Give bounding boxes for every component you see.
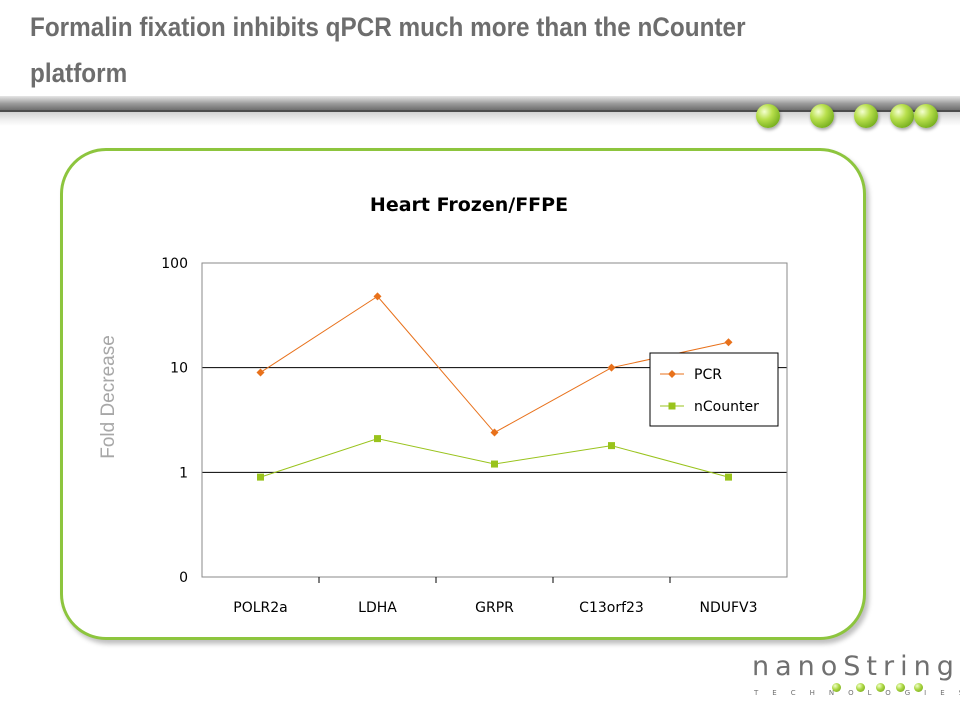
logo-dot-icon: [896, 683, 905, 692]
chart-title: Heart Frozen/FFPE: [370, 194, 568, 216]
green-bead-icon: [756, 104, 780, 128]
legend-label: nCounter: [694, 399, 759, 415]
x-tick-label: GRPR: [475, 600, 514, 616]
green-bead-icon: [914, 104, 938, 128]
slide-title: Formalin fixation inhibits qPCR much mor…: [30, 12, 746, 88]
series-line-ncounter: [260, 438, 729, 478]
logo-dot-icon: [914, 683, 923, 692]
nanostring-logo-subtitle: TECHNOLOGIES: [754, 689, 960, 697]
green-bead-icon: [854, 104, 878, 128]
divider-band-bottom: [0, 112, 960, 126]
legend-marker-ncounter: [668, 402, 676, 410]
data-point-ncounter: [725, 473, 732, 481]
logo-dot-icon: [832, 683, 841, 692]
divider-line: [0, 110, 960, 112]
x-tick-label: POLR2a: [233, 600, 287, 616]
x-tick-label: LDHA: [358, 600, 397, 616]
title-divider-bar: [0, 96, 960, 130]
data-point-ncounter: [491, 460, 498, 468]
data-point-ncounter: [257, 473, 264, 481]
logo-dot-icon: [856, 683, 865, 692]
y-tick-label: 0: [179, 570, 188, 586]
data-point-pcr: [490, 428, 499, 437]
data-point-ncounter: [374, 435, 381, 443]
green-bead-icon: [810, 104, 834, 128]
x-tick-label: C13orf23: [579, 600, 644, 616]
data-point-pcr: [724, 338, 733, 347]
y-axis-label: Fold Decrease: [98, 335, 119, 459]
data-point-ncounter: [608, 442, 615, 450]
x-tick-label: NDUFV3: [699, 600, 757, 616]
y-tick-label: 10: [170, 361, 188, 377]
data-point-pcr: [373, 292, 382, 301]
green-bead-icon: [890, 104, 914, 128]
data-point-pcr: [256, 368, 265, 377]
nanostring-logo-wordmark: nanoString: [752, 651, 960, 682]
y-tick-label: 1: [179, 465, 188, 481]
logo-dot-icon: [876, 683, 885, 692]
plot-border: [201, 262, 788, 578]
legend-marker-pcr: [668, 370, 676, 378]
legend-label: PCR: [694, 367, 722, 383]
data-point-pcr: [607, 363, 616, 372]
y-tick-label: 100: [161, 256, 188, 272]
divider-band-top: [0, 96, 960, 110]
legend-box: [649, 352, 779, 427]
